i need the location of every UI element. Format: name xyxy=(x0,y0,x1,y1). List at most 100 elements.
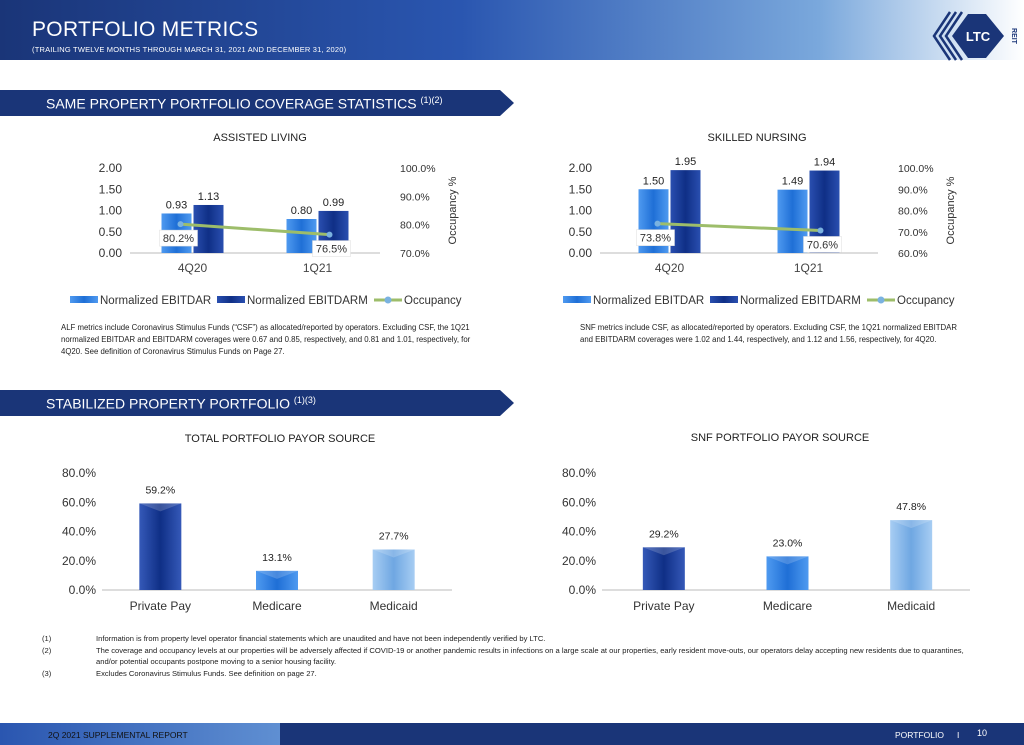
chart-snf-payor: 0.0% 20.0% 40.0% 60.0% 80.0% 29.2% Private Pay… xyxy=(562,466,970,613)
data-label: 0.80 xyxy=(291,205,312,217)
occupancy-data-label: 76.5% xyxy=(316,244,347,256)
legend-label-occupancy: Occupancy xyxy=(404,295,462,307)
data-label: 1.13 xyxy=(198,191,219,203)
y-tick-label: 0.00 xyxy=(569,246,593,260)
data-label: 27.7% xyxy=(379,530,409,542)
page-subtitle: (TRAILING TWELVE MONTHS THROUGH MARCH 31… xyxy=(32,45,347,54)
legend-swatch-ebitdar xyxy=(563,296,591,303)
y-tick-label: 0.50 xyxy=(99,225,123,239)
data-label: 59.2% xyxy=(145,484,175,496)
bar-medicare xyxy=(766,556,809,590)
y-tick-label: 60.0% xyxy=(562,495,596,509)
legend-label-ebitdar: Normalized EBITDAR xyxy=(100,295,211,307)
y-tick-label: 0.0% xyxy=(69,583,97,597)
y-tick-label: 20.0% xyxy=(62,554,96,568)
y2-axis-label: Occupancy % xyxy=(447,176,459,244)
y-tick-label: 80.0% xyxy=(62,466,96,480)
footnote-3: (3) Excludes Coronavirus Stimulus Funds. … xyxy=(42,668,317,678)
bar-private-pay xyxy=(642,547,685,590)
y-tick-label: 40.0% xyxy=(562,525,596,539)
y2-tick-label: 100.0% xyxy=(898,163,934,175)
chart-skilled-nursing: 0.00 0.50 1.00 1.50 2.00 60.0% 70.0% 80.0% 90.0%… xyxy=(563,156,957,307)
footnotes: (1) Information is from property level op… xyxy=(42,633,982,679)
section-sup-coverage: (1)(2) xyxy=(420,95,443,105)
bar-private-pay xyxy=(139,503,182,590)
data-label: 0.93 xyxy=(166,199,187,211)
x-tick-label: Private Pay xyxy=(633,599,694,613)
y2-tick-label: 60.0% xyxy=(898,248,928,260)
occupancy-marker xyxy=(326,231,333,238)
x-tick-label: 4Q20 xyxy=(178,261,208,275)
ltc-logo: LTC REIT xyxy=(932,11,1017,61)
data-label: 0.99 xyxy=(323,197,344,209)
y2-tick-label: 90.0% xyxy=(898,184,928,196)
y-tick-label: 80.0% xyxy=(562,466,596,480)
chart-title-total-payor: TOTAL PORTFOLIO PAYOR SOURCE xyxy=(184,433,376,445)
occupancy-marker xyxy=(177,221,184,228)
occupancy-label-box xyxy=(312,240,351,257)
y2-tick-label: 70.0% xyxy=(898,227,928,239)
y2-tick-label: 70.0% xyxy=(400,248,430,260)
x-tick-label: Medicare xyxy=(763,599,813,613)
data-label: 47.8% xyxy=(896,501,926,513)
occupancy-data-label: 70.6% xyxy=(807,239,838,251)
legend-swatch-ebitdarm xyxy=(710,296,738,303)
bar-ebitdar xyxy=(777,189,808,253)
y-tick-label: 0.50 xyxy=(569,225,593,239)
legend-swatch-ebitdarm xyxy=(217,296,245,303)
bar-ebitdarm xyxy=(193,204,224,253)
y-tick-label: 20.0% xyxy=(562,554,596,568)
legend-marker-occupancy xyxy=(877,296,885,304)
footer-separator: I xyxy=(957,730,960,740)
footer-section-label: PORTFOLIO xyxy=(895,730,944,740)
occupancy-marker xyxy=(817,227,824,234)
occupancy-label-box xyxy=(636,229,675,246)
occupancy-line xyxy=(180,222,330,237)
legend-marker-occupancy xyxy=(384,296,392,304)
bar-bevel xyxy=(139,503,182,512)
y2-axis-label: Occupancy % xyxy=(945,176,957,244)
occupancy-data-label: 73.8% xyxy=(640,233,671,245)
x-tick-label: Medicare xyxy=(252,599,302,613)
footer-bar: 2Q 2021 SUPPLEMENTAL REPORT PORTFOLIO I … xyxy=(0,723,1024,745)
occupancy-line xyxy=(657,222,821,232)
y-tick-label: 1.00 xyxy=(569,204,593,218)
x-tick-label: Medicaid xyxy=(370,599,418,613)
y2-tick-label: 90.0% xyxy=(400,191,430,203)
legend-label-ebitdar: Normalized EBITDAR xyxy=(593,295,704,307)
section-title-stabilized: STABILIZED PROPERTY PORTFOLIO xyxy=(46,395,291,412)
section-sup-stabilized: (1)(3) xyxy=(293,395,316,405)
data-label: 1.95 xyxy=(675,156,696,168)
bar-medicare xyxy=(256,570,298,590)
logo-sub-text: REIT xyxy=(1010,28,1017,45)
chart-title-snf-payor: SNF PORTFOLIO PAYOR SOURCE xyxy=(690,432,870,444)
page-title: PORTFOLIO METRICS xyxy=(32,18,259,41)
y-tick-label: 40.0% xyxy=(62,525,96,539)
y2-tick-label: 80.0% xyxy=(898,206,928,218)
data-label: 29.2% xyxy=(649,528,679,540)
bar-medicaid xyxy=(890,520,933,590)
y-tick-label: 1.50 xyxy=(99,182,123,196)
chart-assisted-living: 0.00 0.50 1.00 1.50 2.00 70.0% 80.0% 90.0% 100.0… xyxy=(70,161,462,307)
bar-ebitdar xyxy=(286,219,317,253)
legend-label-ebitdarm: Normalized EBITDARM xyxy=(740,295,861,307)
y-tick-label: 0.0% xyxy=(569,583,597,597)
x-tick-label: 4Q20 xyxy=(655,261,685,275)
legend-label-occupancy: Occupancy xyxy=(897,295,955,307)
bar-medicaid xyxy=(372,549,415,590)
occupancy-label-box xyxy=(159,229,198,247)
y2-tick-label: 80.0% xyxy=(400,220,430,232)
footer-report-label: 2Q 2021 SUPPLEMENTAL REPORT xyxy=(48,730,188,740)
y2-tick-label: 100.0% xyxy=(400,163,436,175)
data-label: 1.94 xyxy=(814,157,835,169)
occupancy-data-label: 80.2% xyxy=(163,233,194,245)
bar-bevel xyxy=(372,549,415,558)
snf-note: SNF metrics include CSF, as allocated/re… xyxy=(580,323,958,344)
bar-bevel xyxy=(890,520,933,529)
section-header-stabilized: STABILIZED PROPERTY PORTFOLIO (1)(3) xyxy=(0,390,520,416)
legend-swatch-ebitdar xyxy=(70,296,98,303)
chart-title-skilled-nursing: SKILLED NURSING xyxy=(707,132,807,144)
chart-title-assisted-living: ASSISTED LIVING xyxy=(213,132,307,144)
page-number: 10 xyxy=(977,728,988,738)
y-tick-label: 60.0% xyxy=(62,495,96,509)
